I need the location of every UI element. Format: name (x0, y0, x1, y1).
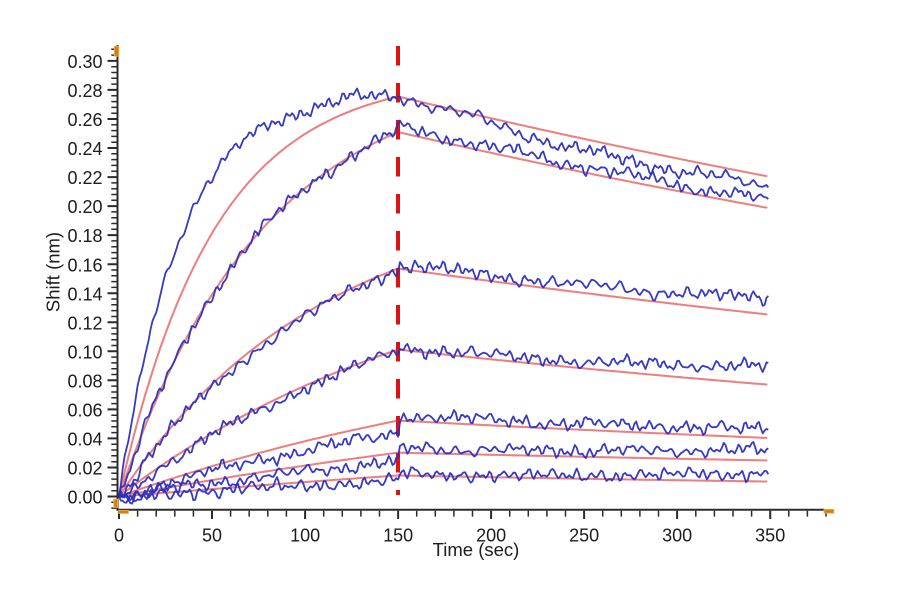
svg-text:0.26: 0.26 (67, 110, 102, 130)
svg-text:100: 100 (290, 526, 320, 546)
svg-text:350: 350 (755, 526, 785, 546)
svg-text:Shift (nm): Shift (nm) (43, 232, 64, 312)
svg-text:0.24: 0.24 (67, 139, 102, 159)
svg-text:200: 200 (476, 526, 506, 546)
svg-text:0.18: 0.18 (67, 226, 102, 246)
svg-text:150: 150 (383, 526, 413, 546)
svg-text:0.06: 0.06 (67, 401, 102, 421)
svg-text:250: 250 (569, 526, 599, 546)
svg-text:0.12: 0.12 (67, 313, 102, 333)
svg-text:0.22: 0.22 (67, 168, 102, 188)
svg-text:0.10: 0.10 (67, 342, 102, 362)
svg-text:0.28: 0.28 (67, 81, 102, 101)
svg-text:50: 50 (202, 526, 222, 546)
svg-text:0: 0 (114, 526, 124, 546)
svg-text:300: 300 (662, 526, 692, 546)
svg-text:0.16: 0.16 (67, 255, 102, 275)
svg-text:0.30: 0.30 (67, 52, 102, 72)
svg-text:0.02: 0.02 (67, 459, 102, 479)
svg-text:0.04: 0.04 (67, 430, 102, 450)
svg-text:Time (sec): Time (sec) (433, 539, 520, 560)
svg-text:0.08: 0.08 (67, 371, 102, 391)
svg-text:0.00: 0.00 (67, 488, 102, 508)
svg-text:0.14: 0.14 (67, 284, 102, 304)
svg-text:0.20: 0.20 (67, 197, 102, 217)
